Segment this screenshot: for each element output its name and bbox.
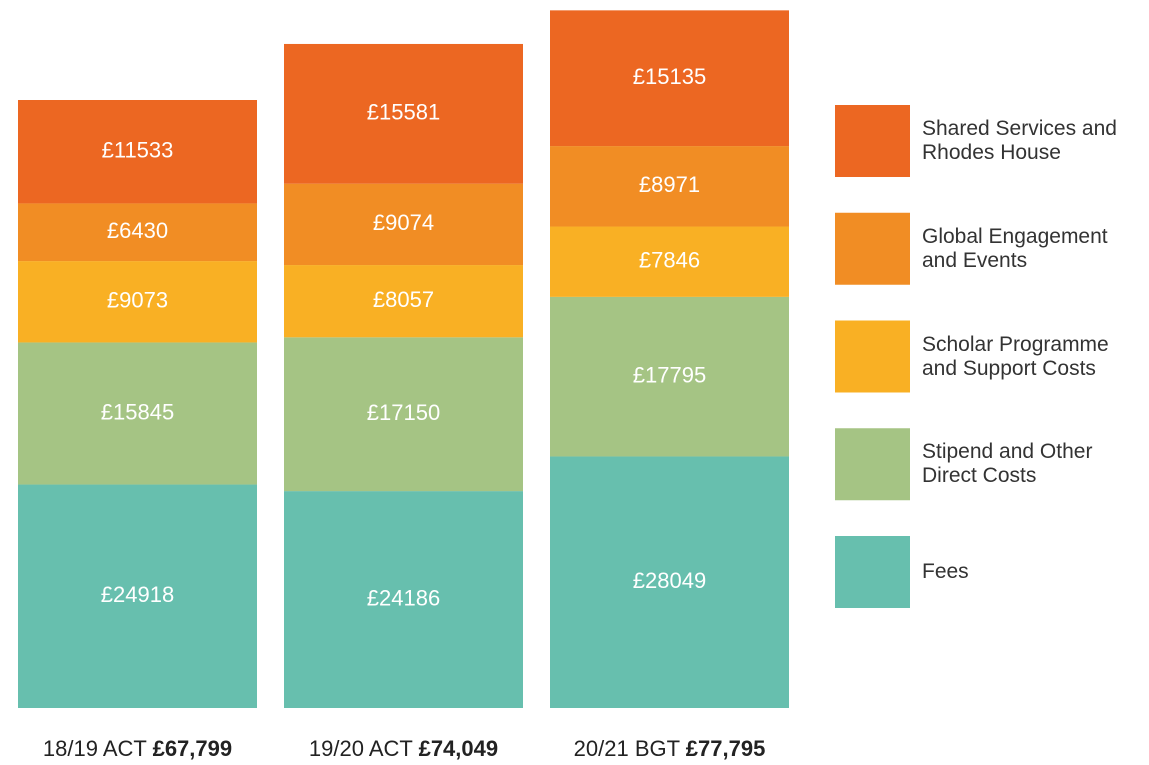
value-label: £28049	[633, 568, 706, 593]
bar-segment	[18, 342, 257, 485]
category-label: 20/21 BGT £77,795	[574, 736, 766, 761]
value-label: £9074	[373, 210, 434, 235]
bar-segment	[18, 484, 257, 708]
value-label: £17795	[633, 362, 706, 387]
bar-segment	[284, 265, 523, 338]
legend-label: Stipend and Other Direct Costs	[922, 440, 1093, 488]
legend-label: Global Engagement and Events	[922, 224, 1108, 272]
bar-segment	[284, 337, 523, 492]
bar-segment	[550, 146, 789, 227]
bar-segment	[284, 491, 523, 708]
legend-swatch	[835, 428, 910, 501]
value-label: £8971	[639, 172, 700, 197]
bar-segment	[550, 10, 789, 147]
legend-swatch	[835, 536, 910, 608]
category-name: 20/21 BGT	[574, 736, 680, 761]
value-label: £7846	[639, 248, 700, 273]
value-label: £15845	[101, 399, 174, 424]
value-label: £17150	[367, 400, 440, 425]
legend-swatch	[835, 212, 910, 285]
value-label: £15135	[633, 64, 706, 89]
category-label: 19/20 ACT £74,049	[309, 736, 498, 761]
legend-label: Scholar Programme and Support Costs	[922, 332, 1109, 380]
bar-segment	[18, 100, 257, 204]
bar-segment	[550, 226, 789, 297]
category-label: 18/19 ACT £67,799	[43, 736, 232, 761]
bar-segment	[284, 43, 523, 184]
value-label: £6430	[107, 218, 168, 243]
value-label: £11533	[102, 138, 174, 163]
total-label: £67,799	[153, 736, 233, 761]
value-label: £24186	[367, 585, 440, 610]
total-label: £74,049	[419, 736, 499, 761]
value-label: £8057	[373, 287, 434, 312]
legend-label: Fees	[922, 560, 969, 583]
bar-segment	[18, 261, 257, 343]
category-name: 19/20 ACT	[309, 736, 413, 761]
legend-label: Shared Services and Rhodes House	[922, 117, 1117, 164]
bar-segment	[550, 456, 789, 708]
bar-segment	[550, 296, 789, 457]
legend-swatch	[835, 320, 910, 393]
bar-segment	[18, 203, 257, 262]
value-label: £24918	[101, 582, 174, 607]
value-label: £15581	[367, 100, 440, 125]
legend-swatch	[835, 105, 910, 177]
bar-segment	[284, 183, 523, 266]
total-label: £77,795	[686, 736, 766, 761]
category-name: 18/19 ACT	[43, 736, 147, 761]
value-label: £9073	[107, 288, 168, 313]
